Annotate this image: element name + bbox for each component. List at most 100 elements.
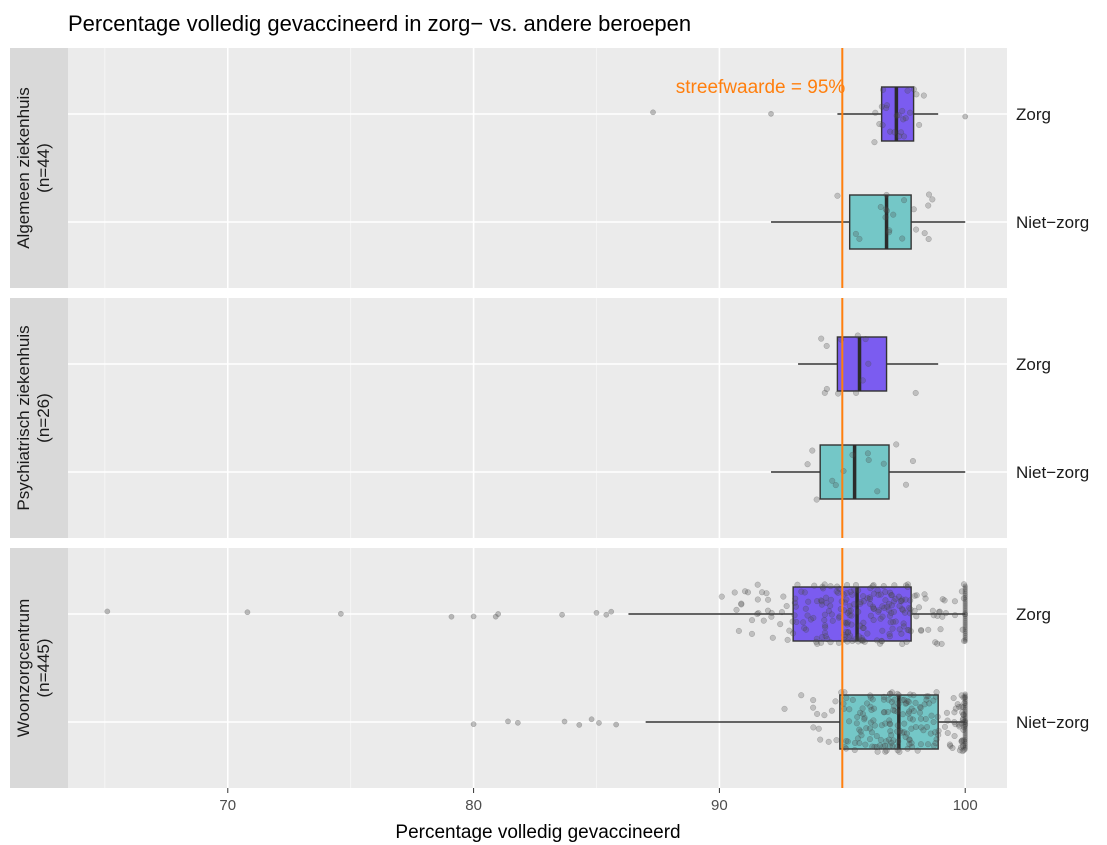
data-point bbox=[957, 744, 965, 751]
facet-label: Woonzorgcentrum bbox=[14, 599, 33, 738]
data-point bbox=[852, 581, 860, 589]
data-point bbox=[901, 696, 908, 703]
data-point bbox=[754, 610, 761, 618]
data-point bbox=[792, 603, 799, 610]
data-point bbox=[735, 627, 742, 634]
data-point bbox=[962, 611, 968, 618]
data-point bbox=[844, 609, 851, 616]
data-point bbox=[804, 612, 811, 619]
data-point bbox=[897, 727, 904, 734]
data-point bbox=[912, 389, 919, 397]
data-point bbox=[906, 736, 913, 743]
data-point bbox=[890, 737, 897, 744]
data-point bbox=[943, 709, 951, 716]
data-point bbox=[863, 725, 870, 732]
data-point bbox=[810, 614, 817, 621]
outlier-point bbox=[962, 113, 969, 120]
data-point bbox=[961, 700, 968, 707]
outlier-point bbox=[338, 610, 344, 617]
data-point bbox=[962, 632, 968, 639]
data-point bbox=[891, 707, 898, 715]
data-point bbox=[962, 636, 968, 642]
data-point bbox=[896, 602, 903, 610]
data-point bbox=[913, 226, 920, 233]
data-point bbox=[961, 694, 968, 701]
facet-strip bbox=[10, 48, 68, 288]
data-point bbox=[877, 736, 884, 743]
data-point bbox=[962, 610, 968, 616]
data-point bbox=[920, 92, 927, 99]
data-point bbox=[901, 609, 909, 616]
data-point bbox=[780, 593, 787, 600]
data-point bbox=[882, 214, 889, 221]
data-point bbox=[832, 698, 839, 705]
data-point bbox=[930, 697, 937, 704]
data-point bbox=[890, 608, 898, 615]
data-point bbox=[864, 595, 871, 602]
data-point bbox=[894, 747, 901, 754]
data-point bbox=[854, 713, 861, 721]
data-point bbox=[962, 583, 968, 589]
data-point bbox=[803, 626, 810, 633]
data-point bbox=[904, 581, 912, 588]
data-point bbox=[879, 613, 886, 620]
data-point bbox=[800, 619, 807, 626]
data-point bbox=[906, 741, 913, 748]
data-point bbox=[891, 582, 898, 589]
data-point bbox=[904, 583, 911, 591]
data-point bbox=[960, 746, 967, 754]
data-point bbox=[867, 585, 874, 592]
data-point bbox=[958, 720, 965, 727]
data-point bbox=[786, 627, 793, 634]
data-point bbox=[959, 717, 966, 724]
data-point bbox=[894, 708, 901, 715]
data-point bbox=[902, 596, 909, 603]
data-point bbox=[849, 451, 856, 458]
data-point bbox=[896, 626, 903, 633]
data-point bbox=[952, 705, 959, 712]
data-point bbox=[962, 619, 968, 625]
data-point bbox=[907, 610, 914, 617]
data-point bbox=[899, 235, 906, 242]
data-point bbox=[873, 744, 880, 751]
facet-n-label: (n=26) bbox=[34, 393, 53, 443]
data-point bbox=[844, 638, 851, 645]
data-point bbox=[829, 477, 836, 484]
data-point bbox=[848, 621, 855, 628]
data-point bbox=[925, 626, 932, 633]
data-point bbox=[887, 690, 894, 697]
data-point bbox=[895, 593, 902, 600]
data-point bbox=[939, 596, 946, 603]
data-point bbox=[874, 488, 881, 495]
x-tick-label: 100 bbox=[953, 797, 978, 814]
data-point bbox=[962, 693, 968, 699]
data-point bbox=[951, 709, 958, 716]
data-point bbox=[886, 717, 893, 724]
data-point bbox=[880, 460, 887, 467]
data-point bbox=[874, 587, 881, 594]
data-point bbox=[883, 191, 890, 198]
data-point bbox=[960, 737, 967, 744]
data-point bbox=[784, 636, 791, 643]
data-point bbox=[889, 742, 896, 750]
data-point bbox=[960, 719, 967, 726]
data-point bbox=[906, 604, 913, 611]
data-point bbox=[871, 722, 878, 729]
data-point bbox=[890, 618, 897, 626]
data-point bbox=[903, 730, 911, 737]
panel-background bbox=[68, 48, 1007, 288]
data-point bbox=[907, 597, 914, 604]
data-point bbox=[960, 743, 967, 750]
facet-strip bbox=[10, 298, 68, 538]
data-point bbox=[864, 450, 871, 457]
data-point bbox=[962, 733, 968, 739]
data-point bbox=[863, 700, 871, 707]
data-point bbox=[889, 625, 896, 632]
data-point bbox=[962, 638, 968, 644]
data-point bbox=[882, 597, 889, 604]
data-point bbox=[960, 742, 967, 749]
data-point bbox=[835, 390, 842, 397]
data-point bbox=[823, 599, 830, 606]
data-point bbox=[791, 599, 798, 606]
